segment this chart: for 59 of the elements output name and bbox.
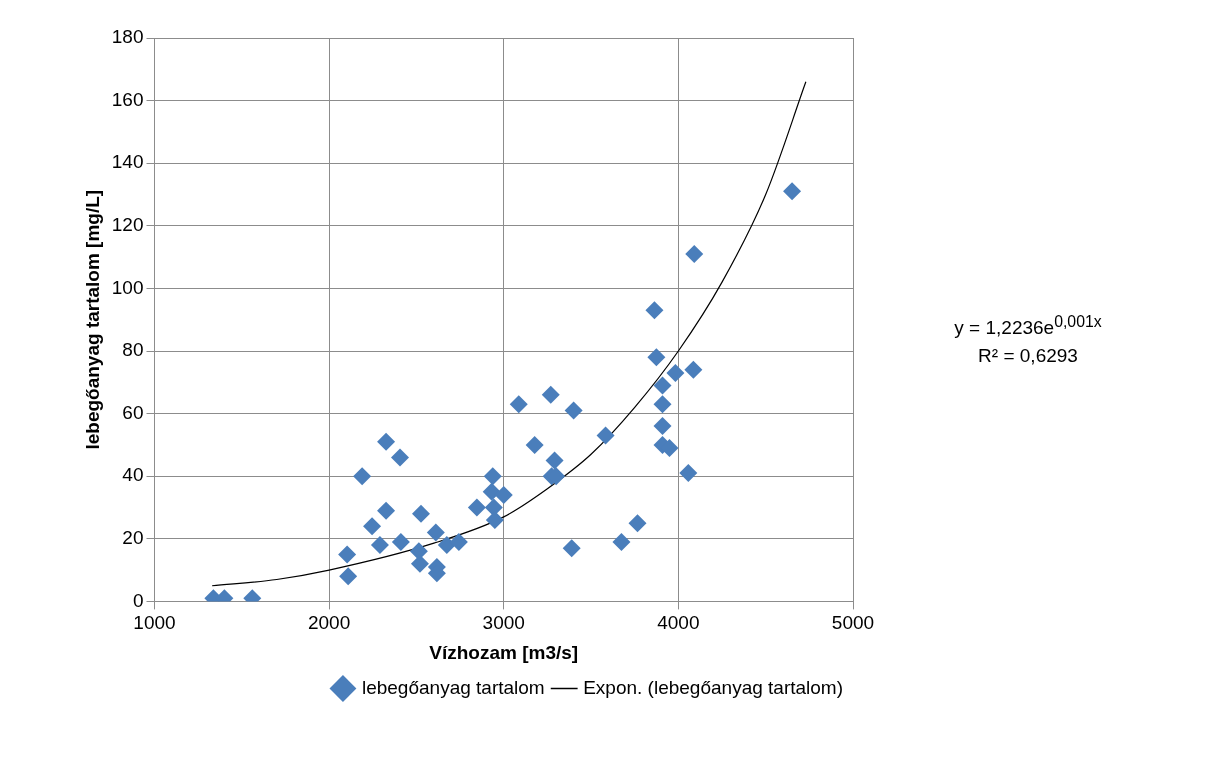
point	[525, 435, 544, 454]
point	[783, 182, 802, 201]
point	[411, 504, 430, 523]
x-tick-label: 5000	[831, 612, 875, 634]
point	[653, 417, 672, 436]
point	[679, 464, 698, 483]
y-tick-label: 0	[132, 589, 144, 611]
y-tick-label: 60	[122, 401, 144, 423]
point	[482, 482, 501, 501]
point	[494, 485, 513, 504]
y-tick-label: 120	[111, 214, 144, 236]
point	[467, 498, 486, 517]
y-tick-label: 80	[122, 339, 144, 361]
line-series	[211, 81, 807, 587]
legend-label: Expon. (lebegőanyag tartalom)	[583, 676, 844, 698]
text: R² = 0,6293	[977, 344, 1079, 369]
point	[391, 532, 410, 551]
point	[596, 426, 615, 445]
point	[485, 511, 504, 530]
point	[653, 395, 672, 414]
x-tick-label: 4000	[657, 612, 700, 634]
x-tick-label: 2000	[307, 612, 351, 634]
point	[564, 401, 583, 420]
point	[545, 451, 564, 470]
point	[645, 301, 664, 320]
point	[353, 467, 372, 486]
point	[449, 532, 468, 551]
point	[377, 432, 396, 451]
y-tick-label: 20	[122, 527, 144, 549]
point	[338, 545, 357, 564]
point	[377, 501, 396, 520]
point	[684, 360, 703, 379]
point	[437, 536, 456, 555]
point	[363, 517, 382, 536]
y-tick-label: 40	[122, 464, 144, 486]
point	[562, 539, 581, 558]
point	[391, 448, 410, 467]
y-tick-label: 180	[111, 26, 144, 48]
point	[509, 395, 528, 414]
text: y = 1,2236e$^{0,001x}$	[953, 312, 1103, 341]
x-tick-label: 1000	[133, 612, 176, 634]
x-tick-label: 3000	[482, 612, 525, 634]
point	[370, 536, 389, 555]
y-tick-label: 100	[111, 276, 144, 298]
point	[483, 467, 502, 486]
point	[541, 385, 560, 404]
point	[426, 523, 445, 542]
y-tick-label: 160	[111, 88, 144, 110]
point	[612, 532, 631, 551]
point	[628, 514, 647, 533]
point	[666, 363, 685, 382]
legend-label: lebegőanyag tartalom	[361, 676, 545, 698]
x-axis-title: Vízhozam [m3/s]	[429, 641, 579, 663]
point	[647, 348, 666, 367]
y-axis-title: lebegőanyag tartalom [mg/L]	[81, 189, 103, 450]
point	[339, 567, 358, 586]
y-tick-label: 140	[111, 151, 144, 173]
point	[653, 376, 672, 395]
point	[685, 244, 704, 263]
